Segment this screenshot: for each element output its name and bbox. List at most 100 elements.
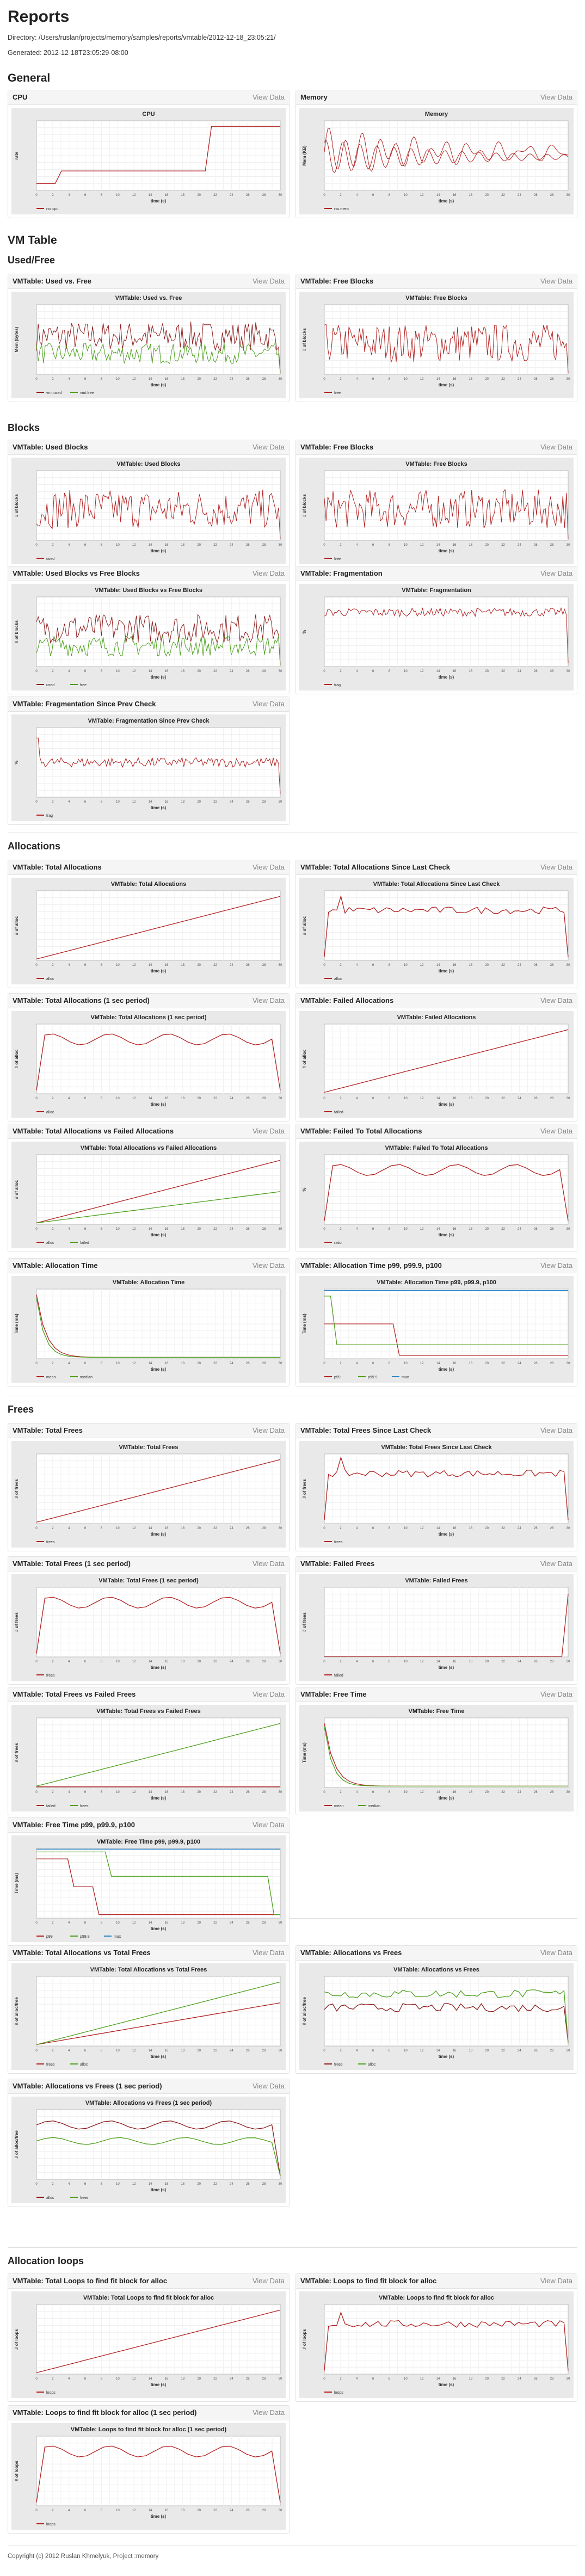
y-axis-label: Time (ms) [14,1314,19,1334]
x-tick-label: 28 [550,544,554,547]
legend-label: frees [80,2196,89,2200]
x-tick-label: 8 [101,2377,103,2381]
x-tick-label: 2 [52,1660,54,1663]
card-header: VMTable: Free Time p99, p99.9, p100 View … [8,1818,289,1833]
x-tick-label: 10 [116,670,120,673]
view-data-link[interactable]: View Data [540,2277,572,2285]
x-tick-label: 26 [246,378,250,381]
view-data-link[interactable]: View Data [540,1690,572,1698]
x-tick-label: 8 [101,1660,103,1663]
x-tick-label: 26 [534,1097,538,1100]
x-tick-label: 24 [518,1097,521,1100]
view-data-link[interactable]: View Data [540,93,572,101]
x-tick-label: 2 [52,964,54,967]
view-data-link[interactable]: View Data [252,996,285,1004]
view-data-link[interactable]: View Data [252,1127,285,1135]
series-line [36,2445,281,2503]
x-tick-label: 0 [35,964,38,967]
x-tick-label: 4 [68,2377,70,2381]
view-data-link[interactable]: View Data [540,1949,572,1957]
x-tick-label: 20 [197,964,201,967]
view-data-link[interactable]: View Data [540,277,572,285]
view-data-link[interactable]: View Data [252,569,285,577]
card-title: VMTable: Used Blocks vs Free Blocks [13,569,140,577]
series-line [36,1858,280,1915]
x-tick-label: 18 [181,1660,184,1663]
y-axis-label: % [14,760,19,764]
chart-title: VMTable: Free Time [409,1708,465,1715]
x-tick-label: 8 [101,2183,103,2186]
chart-title: VMTable: Used Blocks [116,461,180,467]
x-tick-label: 20 [197,2377,201,2381]
view-data-link[interactable]: View Data [252,277,285,285]
x-tick-label: 14 [149,1791,152,1794]
x-tick-label: 10 [404,2049,408,2053]
legend-label: frees [334,2063,343,2067]
view-data-link[interactable]: View Data [252,1261,285,1269]
series-line [36,1298,280,1358]
x-tick-label: 30 [279,1660,282,1663]
view-data-link[interactable]: View Data [540,443,572,451]
x-tick-label: 30 [566,2377,570,2381]
chart-card-fragsince: VMTable: Fragmentation Since Prev Check V… [8,697,290,825]
view-data-link[interactable]: View Data [252,443,285,451]
card-title: VMTable: Free Blocks [300,277,374,285]
series-line [324,1164,569,1221]
x-tick-label: 10 [404,670,408,673]
x-tick-label: 10 [116,1660,120,1663]
x-tick-label: 2 [52,1527,54,1530]
view-data-link[interactable]: View Data [252,2408,285,2417]
view-data-link[interactable]: View Data [252,1821,285,1829]
view-data-link[interactable]: View Data [540,863,572,871]
x-tick-label: 4 [68,1097,70,1100]
card-title: VMTable: Total Allocations vs Total Free… [13,1949,151,1957]
x-tick-label: 16 [165,1660,169,1663]
legend-label: free [334,557,341,561]
view-data-link[interactable]: View Data [252,2082,285,2090]
chart-card-allocvsfailed: VMTable: Total Allocations vs Failed All… [8,1124,290,1252]
x-tick-label: 4 [68,964,70,967]
x-tick-label: 14 [436,1362,440,1365]
x-tick-label: 22 [501,670,505,673]
view-data-link[interactable]: View Data [252,1560,285,1568]
x-tick-label: 24 [230,2509,233,2512]
x-tick-label: 26 [534,1527,538,1530]
chart-svg: VMTable: Total Allocations Since Last Ch… [299,878,574,984]
view-data-link[interactable]: View Data [540,1127,572,1135]
view-data-link[interactable]: View Data [252,1426,285,1434]
x-tick-label: 30 [566,544,570,547]
view-data-link[interactable]: View Data [540,1560,572,1568]
card-title: VMTable: Free Time p99, p99.9, p100 [13,1821,135,1829]
x-tick-label: 22 [213,1228,217,1231]
view-data-link[interactable]: View Data [252,700,285,708]
y-axis-label: % [302,1187,307,1191]
x-tick-label: 12 [420,1228,424,1231]
view-data-link[interactable]: View Data [540,996,572,1004]
view-data-link[interactable]: View Data [540,1426,572,1434]
view-data-link[interactable]: View Data [252,93,285,101]
x-tick-label: 18 [469,1791,472,1794]
x-tick-label: 6 [372,194,374,197]
x-tick-label: 14 [436,194,440,197]
view-data-link[interactable]: View Data [540,1261,572,1269]
x-tick-label: 22 [501,1097,505,1100]
view-data-link[interactable]: View Data [252,1690,285,1698]
x-tick-label: 26 [246,1791,250,1794]
chart-title: VMTable: Fragmentation [402,587,471,594]
x-tick-label: 14 [149,800,152,804]
x-tick-label: 24 [518,1362,521,1365]
view-data-link[interactable]: View Data [252,863,285,871]
report-page: Reports Directory: /Users/ruslan/project… [0,8,585,57]
x-tick-label: 12 [132,2509,136,2512]
view-data-link[interactable]: View Data [540,569,572,577]
view-data-link[interactable]: View Data [252,1949,285,1957]
x-tick-label: 18 [181,1097,184,1100]
legend-label: frees [334,1540,343,1544]
view-data-link[interactable]: View Data [252,2277,285,2285]
x-tick-label: 26 [246,1362,250,1365]
x-tick-label: 24 [230,1660,233,1663]
x-tick-label: 26 [534,194,538,197]
